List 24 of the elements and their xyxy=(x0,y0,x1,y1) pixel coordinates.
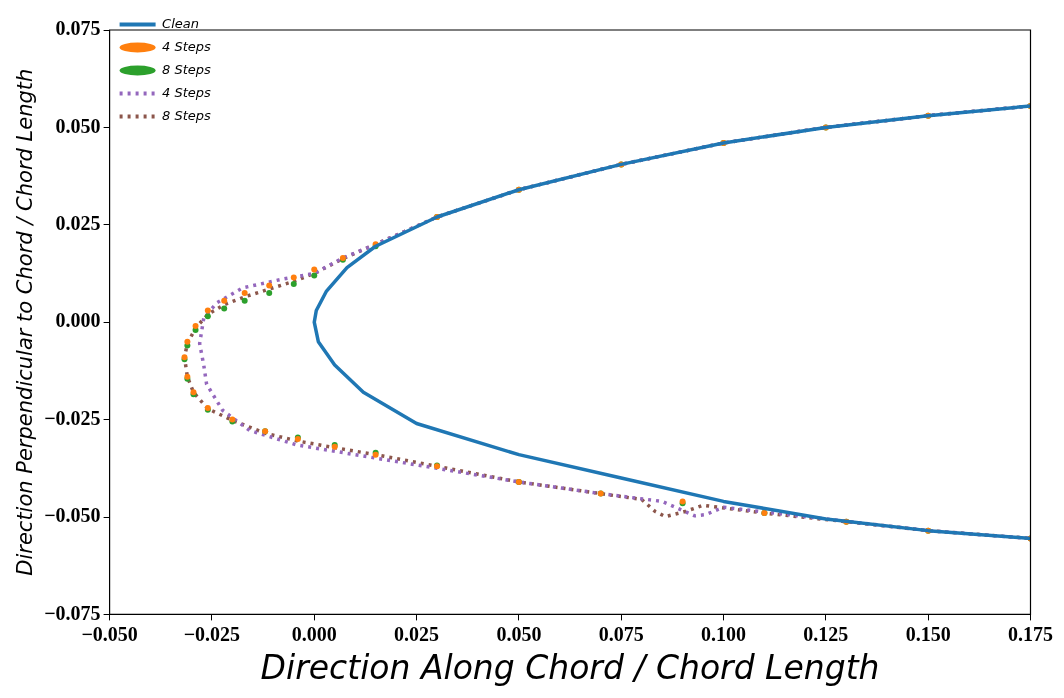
y-tick-label: −0.050 xyxy=(44,504,101,527)
legend-label: 8 Steps xyxy=(162,107,212,123)
legend-label: 4 Steps xyxy=(162,84,212,100)
legend-label: 8 Steps xyxy=(162,61,212,77)
x-tick-label: 0.100 xyxy=(701,622,747,645)
legend-label: Clean xyxy=(162,15,199,31)
y-tick-label: 0.025 xyxy=(55,211,101,234)
x-axis-title: Direction Along Chord / Chord Length xyxy=(260,647,880,687)
x-tick-label: 0.125 xyxy=(803,622,849,645)
y-tick-label: 0.075 xyxy=(55,17,101,40)
x-tick-label: 0.025 xyxy=(394,622,440,645)
y-tick-label: −0.025 xyxy=(44,406,101,429)
x-tick-label: −0.025 xyxy=(183,622,241,645)
y-tick-label: −0.075 xyxy=(44,601,101,624)
y-axis-title: Direction Perpendicular to Chord / Chord Length xyxy=(13,68,38,576)
x-tick-label: 0.175 xyxy=(1008,622,1053,645)
x-tick-label: 0.075 xyxy=(598,622,644,645)
legend-label: 4 Steps xyxy=(162,38,212,54)
x-tick-label: −0.050 xyxy=(81,622,138,645)
y-tick-label: 0.000 xyxy=(55,309,101,332)
x-tick-label: 0.150 xyxy=(905,622,951,645)
x-tick-label: 0.000 xyxy=(291,622,337,645)
y-tick-label: 0.050 xyxy=(55,114,101,137)
x-tick-label: 0.050 xyxy=(496,622,542,645)
